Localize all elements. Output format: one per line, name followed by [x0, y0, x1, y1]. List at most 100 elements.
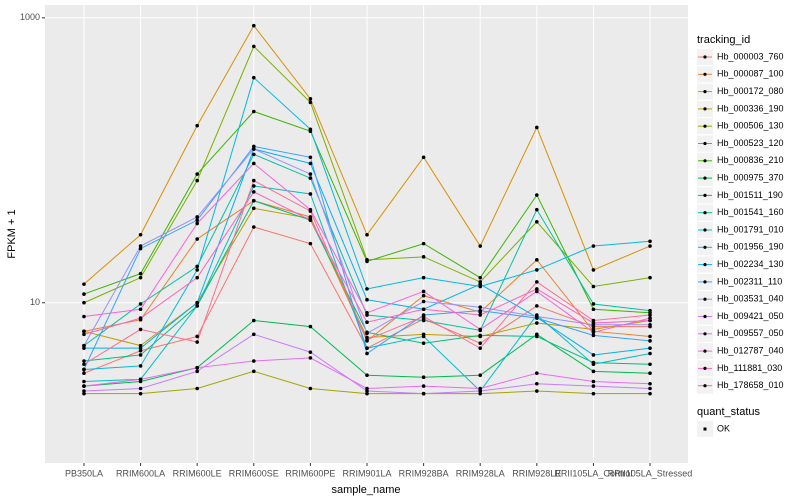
data-point	[82, 362, 86, 367]
data-point	[308, 176, 313, 180]
legend-label: Hb_012787_040	[717, 345, 784, 355]
data-point	[138, 275, 143, 280]
shape-legend-title: quant_status	[697, 406, 760, 418]
legend-label: Hb_003531_040	[717, 294, 784, 304]
data-point	[365, 346, 369, 350]
data-point	[421, 314, 426, 319]
data-point	[478, 389, 483, 393]
x-tick-label: RRIM600SE	[229, 468, 279, 478]
data-point	[251, 198, 256, 203]
data-point	[648, 339, 652, 343]
data-point	[308, 192, 313, 196]
data-point	[308, 241, 313, 246]
data-point	[421, 155, 426, 160]
data-point	[308, 386, 313, 391]
legend-dot	[703, 384, 707, 388]
data-point	[251, 184, 256, 188]
data-point	[535, 389, 539, 393]
data-point	[365, 320, 369, 325]
data-point	[82, 389, 86, 393]
data-point	[251, 225, 256, 229]
data-point	[421, 307, 426, 312]
legend-label: Hb_000836_210	[717, 155, 784, 165]
legend-label: Hb_000975_370	[717, 172, 784, 182]
data-point	[365, 337, 369, 342]
data-point	[421, 391, 426, 396]
data-point	[195, 365, 199, 370]
data-point	[648, 275, 652, 280]
data-point	[251, 369, 256, 374]
data-point	[535, 287, 539, 291]
legend-shape	[703, 427, 707, 431]
data-point	[195, 304, 199, 308]
data-point	[138, 391, 143, 396]
legend-label: Hb_000003_760	[717, 51, 784, 61]
data-point	[535, 125, 539, 130]
data-point	[138, 386, 143, 391]
legend-label: Hb_111881_030	[717, 363, 782, 373]
data-point	[478, 341, 483, 345]
data-point	[195, 218, 199, 222]
data-point	[648, 362, 652, 367]
data-point	[421, 334, 426, 339]
data-point	[365, 391, 369, 396]
data-point	[535, 321, 539, 325]
legend-dot	[703, 332, 707, 336]
legend-dot	[703, 193, 707, 197]
data-point	[421, 255, 426, 259]
data-point	[648, 308, 652, 313]
data-point	[591, 284, 596, 289]
legend-title: tracking_id	[697, 34, 750, 46]
data-point	[648, 381, 652, 386]
data-point	[648, 323, 652, 327]
legend-dot	[703, 90, 707, 94]
x-tick-label: RRIM600LA	[116, 468, 165, 478]
legend-label: Hb_001541_160	[717, 207, 784, 217]
data-point	[251, 152, 256, 157]
legend-label: Hb_000506_130	[717, 121, 784, 131]
data-point	[421, 318, 426, 323]
legend-dot	[703, 349, 707, 353]
data-point	[195, 178, 199, 183]
data-point	[82, 314, 86, 319]
data-point	[308, 127, 313, 132]
data-point	[82, 391, 86, 396]
data-point	[138, 353, 143, 357]
data-point	[138, 244, 143, 248]
legend-label: Hb_002234_130	[717, 259, 784, 269]
data-point	[82, 346, 86, 350]
data-point	[421, 293, 426, 298]
legend-dot	[703, 366, 707, 370]
data-point	[251, 75, 256, 80]
data-point	[138, 364, 143, 368]
data-point	[591, 353, 596, 357]
legend-label: Hb_009421_050	[717, 311, 784, 321]
data-point	[365, 259, 369, 264]
data-point	[591, 321, 596, 325]
data-point	[421, 384, 426, 388]
data-point	[195, 172, 199, 176]
data-point	[195, 268, 199, 272]
data-point	[251, 178, 256, 183]
data-point	[648, 313, 652, 317]
data-point	[648, 334, 652, 339]
data-point	[421, 341, 426, 345]
data-point	[138, 302, 143, 306]
data-point	[82, 332, 86, 337]
legend-label: Hb_001791_010	[717, 224, 784, 234]
data-point	[365, 351, 369, 356]
data-point	[648, 351, 652, 356]
data-point	[365, 386, 369, 391]
data-point	[365, 310, 369, 315]
data-point	[138, 343, 143, 348]
data-point	[478, 391, 483, 396]
y-tick-label: 1000	[20, 12, 40, 22]
data-point	[82, 367, 86, 372]
data-point	[535, 219, 539, 224]
legend-dot	[703, 159, 707, 163]
legend-dot	[703, 72, 707, 76]
data-point	[251, 359, 256, 363]
data-point	[251, 144, 256, 149]
data-point	[478, 305, 483, 310]
